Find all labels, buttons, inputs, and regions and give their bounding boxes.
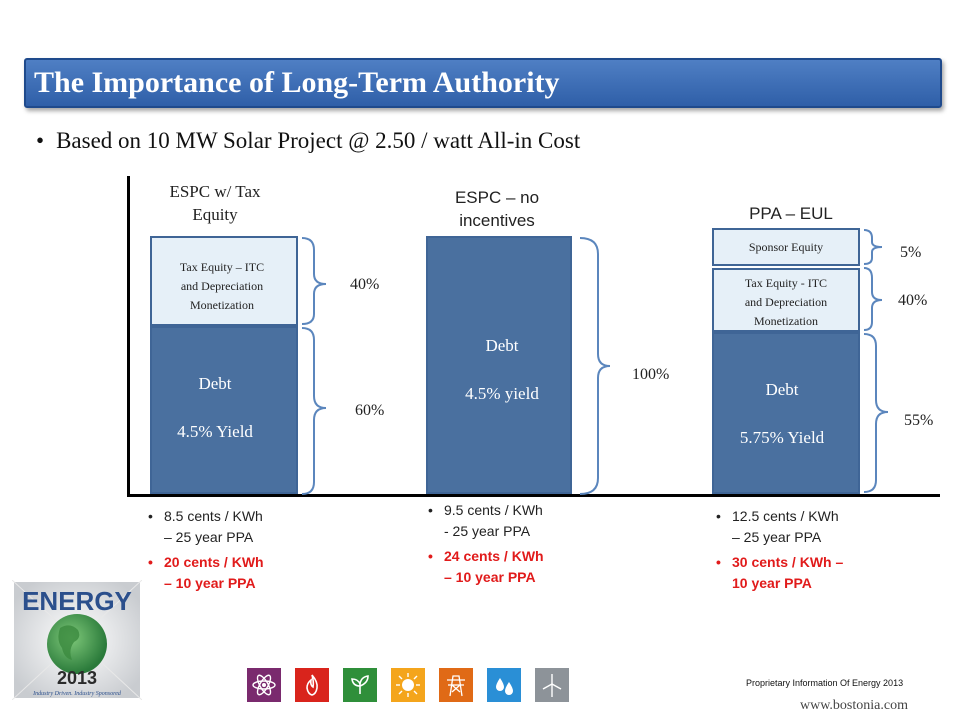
column-header-line: ESPC w/ Tax [169, 182, 261, 201]
subtitle-text: Based on 10 MW Solar Project @ 2.50 / wa… [56, 128, 581, 153]
bullet-line: - 25 year PPA [444, 523, 531, 539]
bullet-line: 10 year PPA [732, 575, 812, 591]
debt-label: Debt 4.5% Yield [150, 372, 280, 444]
label-line: Tax Equity – ITC [179, 260, 265, 274]
label-line: and Depreciation [744, 295, 828, 309]
debt-title: Debt [485, 336, 519, 355]
column-header-line: ESPC – no [454, 188, 540, 207]
debt-segment [150, 326, 298, 494]
debt-title: Debt [198, 374, 232, 393]
percent-5: 5% [900, 244, 922, 261]
logo-text: ENERGY [22, 586, 132, 616]
debt-yield: 4.5% yield [465, 384, 539, 403]
website-link[interactable]: www.bostonia.com [800, 698, 908, 713]
column-header-espc-no-incentives: ESPC – no incentives [432, 186, 562, 232]
label-line: Monetization [754, 314, 818, 328]
column-header-line: Equity [192, 205, 238, 224]
percent-60: 60% [355, 402, 385, 419]
sun-icon [391, 668, 425, 702]
tax-equity-segment [712, 268, 860, 332]
debt-title: Debt [765, 380, 799, 399]
sponsor-equity-segment [712, 228, 860, 266]
column-header-ppa-eul: PPA – EUL [716, 202, 866, 225]
debt-yield: 4.5% Yield [177, 422, 253, 441]
brace-col2 [579, 237, 611, 495]
bullet-line: 30 cents / KWh – [732, 554, 844, 570]
debt-segment [426, 236, 572, 494]
subtitle-bullet: • [36, 128, 45, 153]
bullet-line: – 10 year PPA [444, 569, 536, 585]
debt-label: Debt 5.75% Yield [712, 378, 852, 450]
wind-turbine-icon [535, 668, 569, 702]
bullet-line: 24 cents / KWh [444, 548, 544, 564]
bullet-line: 9.5 cents / KWh [444, 502, 543, 518]
bullet-line: 8.5 cents / KWh [164, 508, 263, 524]
tax-equity-segment [150, 236, 298, 326]
bullet-line: – 10 year PPA [164, 575, 256, 591]
column-header-espc-tax-equity: ESPC w/ Tax Equity [150, 180, 280, 226]
proprietary-notice: Proprietary Information Of Energy 2013 [746, 678, 904, 688]
transmission-tower-icon [439, 668, 473, 702]
bullet-line: – 25 year PPA [164, 529, 254, 545]
debt-segment [712, 332, 860, 494]
percent-40: 40% [350, 276, 380, 293]
bullet-line: – 25 year PPA [732, 529, 822, 545]
bullet-item: 30 cents / KWh – 10 year PPA [714, 552, 884, 594]
bullet-item: 9.5 cents / KWh - 25 year PPA [426, 500, 586, 542]
bullet-line: 20 cents / KWh [164, 554, 264, 570]
page-title: The Importance of Long-Term Authority [34, 66, 560, 99]
column-header-line: PPA – EUL [749, 204, 833, 223]
label-line: Monetization [190, 298, 254, 312]
bullet-item: 8.5 cents / KWh – 25 year PPA [146, 506, 306, 548]
bullet-item: 20 cents / KWh – 10 year PPA [146, 552, 306, 594]
label-line: and Depreciation [180, 279, 264, 293]
bullets-col2: 9.5 cents / KWh - 25 year PPA 24 cents /… [426, 500, 586, 592]
atom-icon [247, 668, 281, 702]
subtitle: • Based on 10 MW Solar Project @ 2.50 / w… [36, 128, 580, 154]
percent-55: 55% [904, 412, 934, 429]
flame-icon [295, 668, 329, 702]
title-banner [24, 58, 942, 108]
svg-text:Industry Driven. Industry Spon: Industry Driven. Industry Sponsored [32, 691, 122, 697]
tax-equity-label: Tax Equity - ITC and Depreciation Moneti… [714, 274, 858, 331]
bullet-item: 24 cents / KWh – 10 year PPA [426, 546, 586, 588]
label-line: Tax Equity - ITC [744, 276, 828, 290]
bullets-col1: 8.5 cents / KWh – 25 year PPA 20 cents /… [146, 506, 306, 598]
sector-icon-row [247, 668, 569, 702]
tax-equity-label: Tax Equity – ITC and Depreciation Moneti… [152, 258, 292, 315]
brace-col1 [301, 237, 327, 495]
bullet-item: 12.5 cents / KWh – 25 year PPA [714, 506, 884, 548]
bullet-line: 12.5 cents / KWh [732, 508, 839, 524]
bullets-col3: 12.5 cents / KWh – 25 year PPA 30 cents … [714, 506, 884, 598]
debt-label: Debt 4.5% yield [440, 334, 564, 406]
leaf-icon [343, 668, 377, 702]
percent-40: 40% [898, 292, 928, 309]
energy-2013-logo: ENERGY 2013 Industry Driven. Industry Sp… [12, 580, 142, 700]
horizontal-axis [127, 494, 940, 497]
debt-yield: 5.75% Yield [739, 428, 825, 447]
water-drops-icon [487, 668, 521, 702]
vertical-axis [127, 176, 130, 496]
svg-text:2013: 2013 [57, 668, 97, 688]
percent-100: 100% [632, 366, 670, 383]
column-header-line: incentives [459, 211, 535, 230]
brace-col3 [863, 229, 889, 493]
sponsor-equity-label: Sponsor Equity [748, 240, 824, 254]
